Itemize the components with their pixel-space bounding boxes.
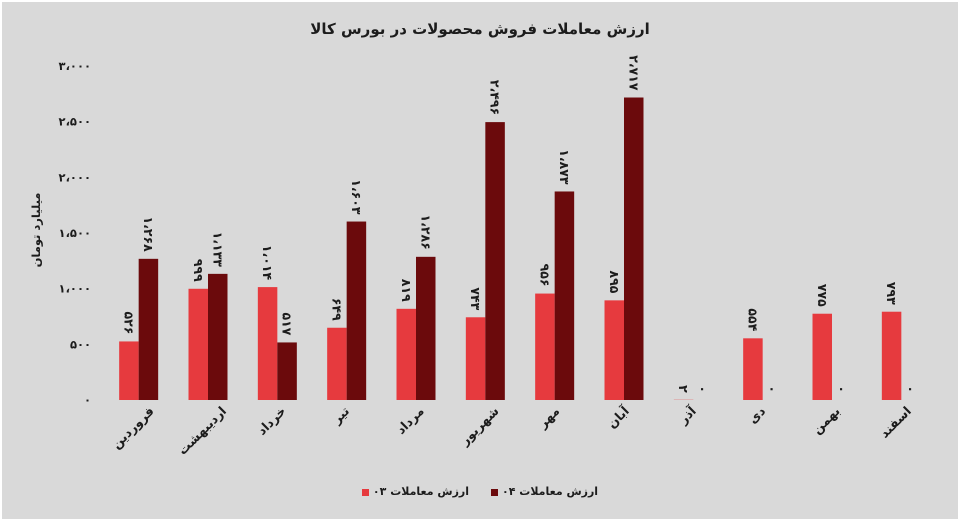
- data-label-series-2-cat-7: ۱،۸۷۳: [557, 149, 572, 185]
- data-label-series-2-cat-12: ۰: [904, 385, 919, 393]
- data-label-series-2-cat-10: ۰: [765, 385, 780, 393]
- bar-marks: [119, 97, 902, 401]
- data-label-series-2-cat-2: ۱،۱۳۳: [210, 232, 225, 268]
- y-tick-label-500: ۵۰۰: [70, 337, 91, 351]
- data-label-series-1-cat-10: ۵۵۴: [745, 308, 760, 331]
- bar-series-2-cat-5: [416, 256, 436, 400]
- bar-series-1-cat-6: [465, 317, 486, 400]
- bar-series-1-cat-3: [257, 287, 278, 400]
- legend: ارزش معاملات ۰۳ ارزش معاملات ۰۴: [0, 484, 960, 500]
- data-label-series-1-cat-1: ۵۲۶: [121, 312, 136, 335]
- data-label-series-1-cat-2: ۹۹۹: [191, 259, 206, 282]
- data-label-series-2-cat-5: ۱،۲۸۶: [418, 215, 433, 250]
- bar-series-2-cat-8: [624, 97, 644, 401]
- bar-series-1-cat-12: [881, 311, 902, 400]
- bar-series-2-cat-2: [208, 273, 228, 400]
- data-label-series-2-cat-9: ۰: [696, 385, 711, 393]
- bar-series-1-cat-8: [604, 300, 624, 400]
- bar-series-2-cat-1: [138, 258, 159, 400]
- bar-series-1-cat-1: [119, 341, 139, 400]
- data-label-series-1-cat-6: ۷۴۳: [468, 287, 483, 310]
- legend-swatch-series-2: [491, 488, 498, 496]
- data-label-series-1-cat-8: ۸۹۵: [607, 270, 622, 293]
- data-label-series-1-cat-3: ۱،۰۱۴: [260, 245, 275, 281]
- y-tick-label-0: ۰: [84, 393, 91, 407]
- bar-series-2-cat-6: [485, 122, 505, 400]
- data-label-series-2-cat-8: ۲،۷۱۷: [626, 55, 641, 91]
- data-label-series-1-cat-5: ۸۱۹: [399, 279, 414, 302]
- data-label-series-2-cat-6: ۲،۴۹۶: [488, 80, 503, 115]
- data-labels: ۵۲۶ ۹۹۹ ۱،۰۱۴ ۶۴۹ ۸۱۹ ۷۴۳ ۹۵۶ ۸۹۵ ۲ ۵۵۴ ۷۷۵ ۷۹۳ ۱،۲۶…: [121, 55, 918, 393]
- data-label-series-2-cat-1: ۱،۲۶۸: [141, 217, 156, 253]
- data-label-series-2-cat-11: ۰: [834, 385, 849, 393]
- legend-item-series-1: ارزش معاملات ۰۳: [361, 484, 469, 500]
- legend-swatch-series-1: [361, 488, 369, 496]
- y-tick-label-3000: ۳،۰۰۰: [59, 59, 91, 73]
- bar-series-2-cat-3: [277, 342, 297, 400]
- y-tick-label-1000: ۱،۰۰۰: [59, 282, 91, 296]
- bar-series-2-cat-4: [346, 221, 367, 400]
- data-label-series-2-cat-4: ۱،۶۰۳: [349, 179, 364, 215]
- chart-title: ارزش معاملات فروش محصولات در بورس کالا: [310, 20, 650, 38]
- bar-series-1-cat-11: [812, 313, 832, 400]
- bar-series-2-cat-7: [554, 191, 575, 400]
- data-label-series-1-cat-11: ۷۷۵: [815, 284, 830, 307]
- data-label-series-1-cat-9: ۲: [676, 385, 691, 393]
- legend-label-series-1: ارزش معاملات ۰۳: [372, 485, 469, 498]
- legend-item-series-2: ارزش معاملات ۰۴: [491, 484, 598, 500]
- y-axis-tick-labels: ۰ ۵۰۰ ۱،۰۰۰ ۱،۵۰۰ ۲،۰۰۰ ۲،۵۰۰ ۳،۰۰۰: [59, 59, 91, 407]
- data-label-series-1-cat-7: ۹۵۶: [537, 264, 552, 287]
- y-tick-label-2500: ۲،۵۰۰: [59, 115, 91, 129]
- y-tick-label-1500: ۱،۵۰۰: [59, 226, 91, 240]
- bar-series-1-cat-5: [396, 308, 416, 400]
- y-tick-label-2000: ۲،۰۰۰: [59, 170, 91, 184]
- y-axis-title: میلیارد تومان: [29, 193, 44, 268]
- bar-series-1-cat-2: [188, 288, 208, 400]
- legend-label-series-2: ارزش معاملات ۰۴: [502, 485, 599, 498]
- data-label-series-2-cat-3: ۵۱۷: [280, 313, 295, 336]
- data-label-series-1-cat-4: ۶۴۹: [329, 298, 344, 321]
- bar-series-1-cat-4: [327, 327, 347, 400]
- data-label-series-1-cat-12: ۷۹۳: [884, 282, 899, 305]
- bar-series-1-cat-7: [535, 293, 555, 400]
- bar-series-1-cat-10: [743, 338, 763, 400]
